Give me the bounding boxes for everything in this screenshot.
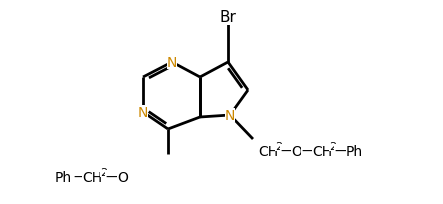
- Text: O: O: [291, 144, 302, 158]
- Text: —: —: [280, 144, 294, 158]
- Text: N: N: [138, 105, 148, 119]
- Text: —: —: [105, 170, 119, 184]
- Text: Ph: Ph: [55, 170, 72, 184]
- Text: —: —: [334, 144, 348, 158]
- Text: —: —: [301, 144, 315, 158]
- Text: O: O: [117, 170, 128, 184]
- Text: Br: Br: [220, 10, 237, 25]
- Text: CH: CH: [312, 144, 332, 158]
- Text: 2: 2: [100, 167, 107, 177]
- Text: N: N: [225, 109, 235, 122]
- Text: —: —: [73, 170, 87, 184]
- Text: CH: CH: [82, 170, 102, 184]
- Text: CH: CH: [258, 144, 278, 158]
- Text: Ph: Ph: [346, 144, 363, 158]
- Text: N: N: [167, 56, 177, 70]
- Text: 2: 2: [329, 141, 336, 151]
- Text: 2: 2: [275, 141, 282, 151]
